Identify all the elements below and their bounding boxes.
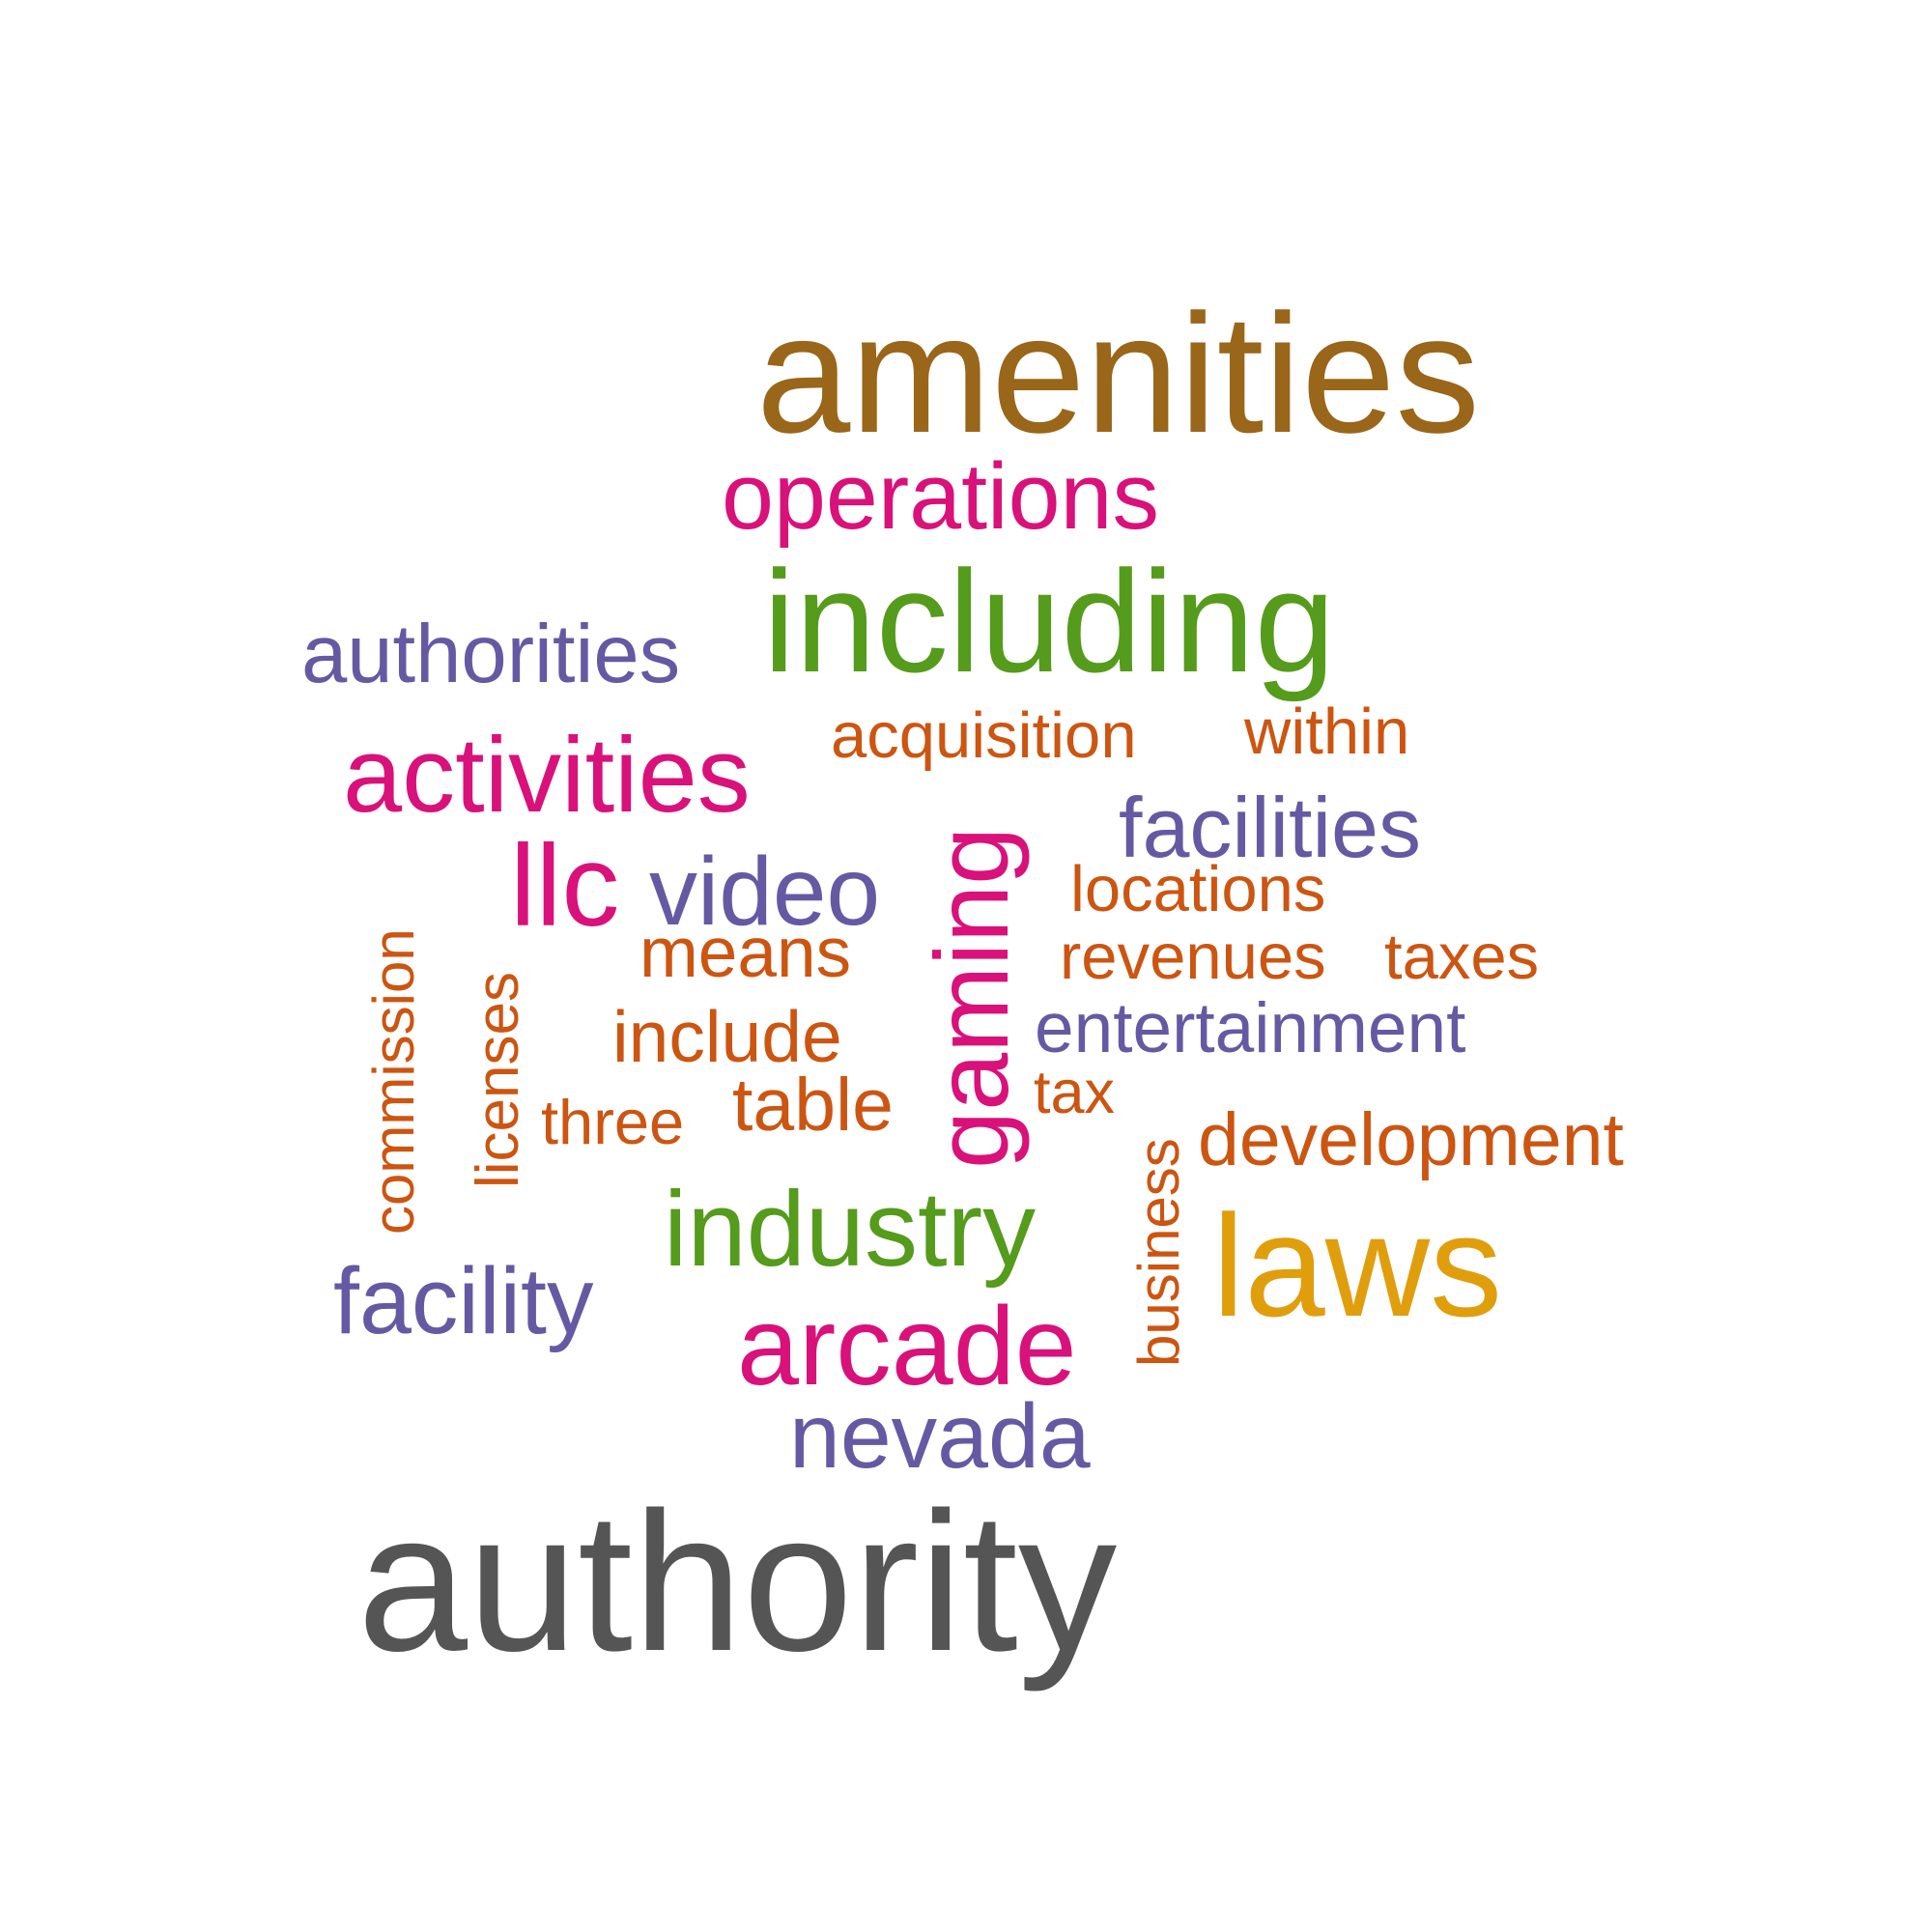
word-three: three (541, 1087, 685, 1157)
word-authority: authority (357, 1471, 1118, 1692)
word-entertainment: entertainment (1035, 989, 1466, 1067)
word-table: table (732, 1064, 894, 1147)
word-commission: commission (361, 928, 426, 1235)
word-taxes: taxes (1384, 921, 1540, 993)
word-include: include (612, 996, 842, 1077)
word-facility: facility (333, 1248, 594, 1353)
word-means: means (639, 914, 852, 992)
word-amenities: amenities (756, 280, 1480, 469)
word-laws: laws (1212, 1184, 1503, 1347)
word-including: including (763, 540, 1336, 702)
word-within: within (1244, 696, 1410, 768)
word-nevada: nevada (789, 1385, 1091, 1488)
word-revenues: revenues (1060, 921, 1326, 993)
word-industry: industry (664, 1170, 1037, 1289)
word-video: video (649, 838, 881, 946)
word-acquisition: acquisition (831, 699, 1137, 772)
word-licenses: licenses (465, 972, 531, 1188)
word-facilities: facilities (1119, 780, 1421, 875)
word-arcade: arcade (737, 1285, 1077, 1408)
word-locations: locations (1070, 853, 1326, 925)
word-operations: operations (722, 443, 1159, 549)
word-gaming: gaming (913, 826, 1030, 1169)
word-authorities: authorities (301, 609, 681, 700)
word-tax: tax (1034, 1059, 1116, 1126)
word-llc: llc (510, 821, 620, 951)
word-business: business (1126, 1138, 1191, 1367)
word-activities: activities (343, 716, 751, 835)
word-development: development (1198, 1098, 1624, 1181)
